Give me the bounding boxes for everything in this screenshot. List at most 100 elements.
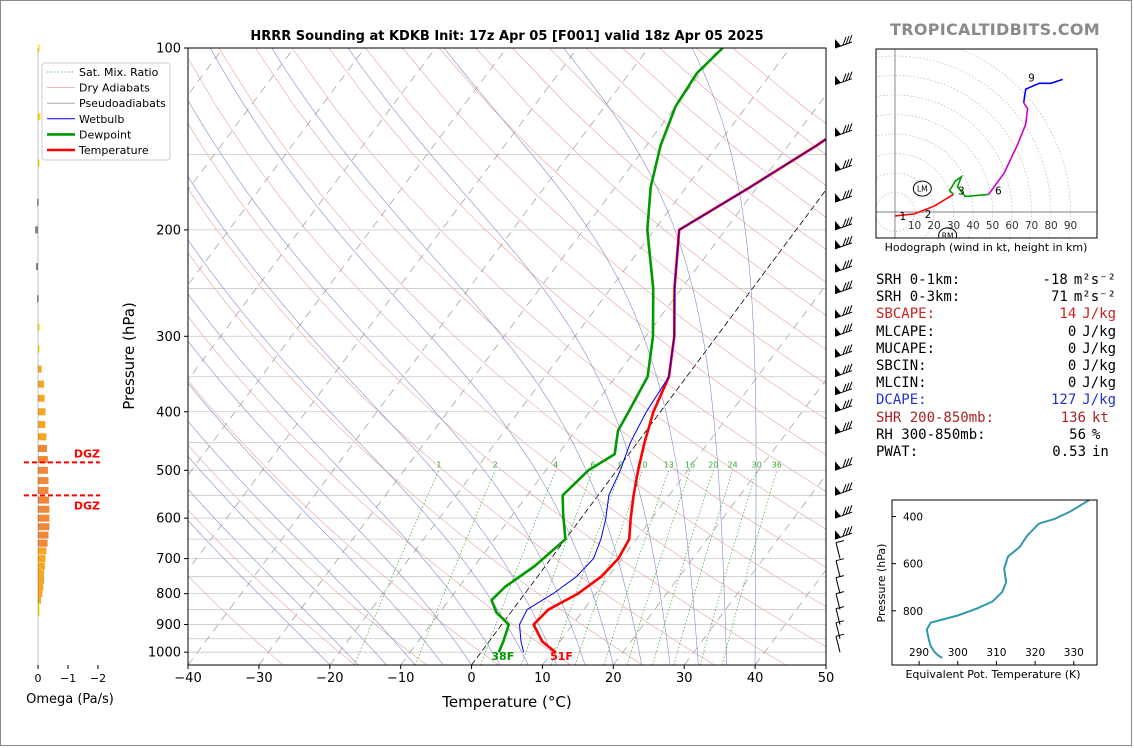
omega-bar: [38, 421, 46, 429]
omega-tick-label: −2: [90, 672, 106, 685]
mixing-ratio-line: [414, 470, 496, 665]
legend-entry: Temperature: [78, 144, 149, 157]
y-axis-label: Pressure (hPa): [120, 302, 138, 410]
omega-bar: [38, 576, 44, 584]
wind-barb: [834, 280, 853, 295]
param-unit: in: [1092, 444, 1109, 461]
omega-bar: [38, 562, 45, 570]
hodo-ring-label: 80: [1044, 220, 1057, 232]
dry-adiabat: [438, 48, 826, 385]
wind-barb: [834, 363, 853, 378]
mixing-ratio-line: [699, 470, 758, 665]
pseudoadiabat: [443, 48, 699, 665]
omega-bar: [38, 466, 48, 474]
param-row: PWAT: 0.53 in: [876, 444, 1116, 461]
wind-barb: [834, 34, 853, 49]
x-tick-label: −40: [174, 671, 201, 686]
hodograph-caption: Hodograph (wind in kt, height in km): [885, 241, 1088, 254]
param-value: 0: [1067, 340, 1077, 357]
legend-entry: Pseudoadiabats: [79, 97, 166, 110]
hodo-ring-label: 70: [1025, 220, 1038, 232]
surface-temperature-label: 51F: [550, 650, 573, 663]
omega-bar: [38, 514, 50, 522]
omega-bar: [37, 198, 39, 206]
param-unit: J/kg: [1082, 358, 1116, 375]
dry-adiabat: [512, 48, 826, 316]
wind-barb: [835, 540, 845, 559]
param-row: MLCAPE: 0 J/kg: [876, 324, 1116, 341]
wind-barb: [834, 505, 853, 519]
param-value: 0: [1067, 358, 1077, 375]
param-row: MLCIN: 0 J/kg: [876, 375, 1116, 392]
wind-barb: [834, 71, 853, 86]
dry-adiabat: [402, 48, 826, 420]
wind-barb: [835, 620, 845, 639]
pseudoadiabat: [347, 48, 671, 665]
hodo-ring: [876, 94, 1013, 238]
wind-barb: [834, 482, 853, 496]
hodo-trace: [894, 193, 954, 217]
y-tick-label: 900: [156, 618, 181, 633]
legend-entry: Dry Adiabats: [79, 82, 150, 95]
param-value: 71: [1050, 289, 1068, 306]
wind-barb: [835, 558, 845, 577]
storm-motion-label: RM: [942, 231, 954, 240]
omega-bar: [38, 590, 43, 598]
skewt-frame: [187, 47, 827, 666]
omega-bar: [38, 505, 50, 513]
hodo-ring: [876, 172, 935, 238]
param-unit: J/kg: [1082, 375, 1116, 392]
x-tick-label: −30: [245, 671, 272, 686]
isotherm: [188, 48, 649, 665]
x-tick-label: −20: [316, 671, 343, 686]
theta-x-tick-label: 290: [909, 647, 929, 659]
mixing-ratio-label: 13: [664, 460, 674, 469]
dry-adiabat: [188, 57, 826, 648]
omega-bar: [38, 596, 41, 604]
param-unit: m²s⁻²: [1073, 272, 1116, 288]
mixing-ratio-label: 4: [553, 460, 558, 469]
theta-x-label: Equivalent Pot. Temperature (K): [905, 668, 1080, 681]
omega-bar: [38, 408, 46, 416]
dgz-label: DGZ: [74, 447, 100, 460]
omega-panel: DGZ DGZ 0 −1 −2 Omega (Pa/s): [24, 44, 114, 707]
param-label: MLCAPE:: [876, 323, 936, 340]
dgz-label: DGZ: [74, 499, 100, 512]
omega-axis-label: Omega (Pa/s): [26, 692, 114, 707]
hodo-ring-label: 10: [908, 220, 921, 232]
param-value: 14: [1059, 306, 1077, 323]
wind-barb: [834, 381, 853, 396]
omega-bar: [38, 444, 47, 452]
mixing-ratio-line: [550, 470, 621, 665]
y-tick-label: 100: [156, 42, 181, 57]
y-tick-label: 400: [156, 405, 181, 420]
mixing-ratio-line: [721, 470, 778, 665]
omega-bar: [38, 569, 44, 577]
hodo-ring-label: 50: [986, 220, 999, 232]
omega-bar: [38, 365, 42, 373]
wind-barb: [835, 633, 845, 653]
dry-adiabat: [218, 48, 826, 607]
theta-y-tick-label: 800: [903, 606, 923, 618]
wind-barb: [834, 457, 853, 471]
omega-bar: [38, 539, 48, 547]
param-label: RH 300-850mb:: [876, 426, 986, 443]
hodo-ring-label: 90: [1064, 220, 1077, 232]
omega-bar: [38, 477, 49, 485]
param-row: DCAPE: 127 J/kg: [876, 392, 1116, 409]
dry-adiabat: [475, 48, 826, 350]
param-value: -18: [1042, 272, 1068, 288]
pseudoadiabat: [188, 293, 501, 665]
omega-bar: [38, 345, 40, 353]
hodo-height-label: 2: [925, 209, 932, 221]
pseudoadiabat: [563, 48, 728, 665]
wind-barb: [834, 259, 853, 273]
mixing-ratio-label: 24: [728, 460, 738, 469]
storm-motion-marker: [912, 180, 932, 197]
profile-dewpoint: [490, 48, 724, 653]
isotherm: [471, 189, 826, 665]
mixing-ratio-line: [626, 470, 691, 665]
